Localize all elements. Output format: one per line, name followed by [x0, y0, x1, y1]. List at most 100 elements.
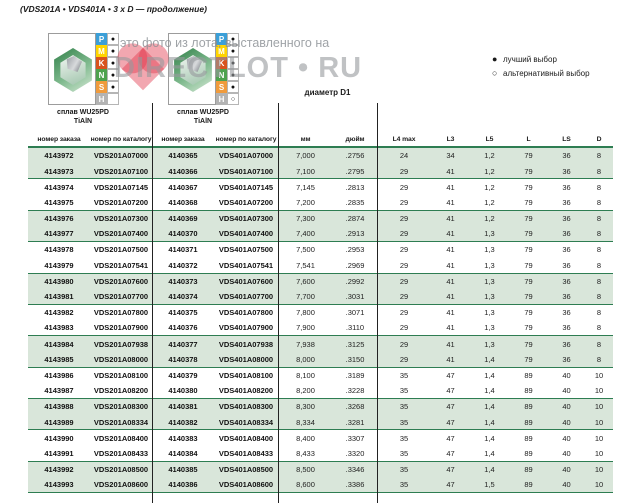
catalog-table: номер заказа номер по каталогу номер заказ…	[28, 133, 613, 494]
table-row: 4143973 VDS201A07100 4140366 VDS401A07100 7,…	[28, 163, 613, 180]
table-row: 4143977 VDS201A07400 4140370 VDS401A07400 7,…	[28, 226, 613, 243]
table-cell: 8	[596, 276, 602, 286]
table-cell: 1,2	[484, 166, 495, 176]
diameter-label: диаметр D1	[304, 88, 351, 97]
table-cell: .3307	[345, 433, 365, 443]
table-cell: 4140366	[168, 166, 198, 176]
table-cell: 4140367	[168, 182, 198, 192]
table-cell: 8	[596, 197, 602, 207]
table-cell: VDS401A08300	[218, 402, 274, 412]
table-cell: 8	[596, 308, 602, 318]
product-photo	[48, 33, 96, 105]
table-cell: .2813	[345, 182, 365, 192]
table-cell: 47	[446, 433, 455, 443]
grade-mark-icon: ●	[107, 81, 119, 93]
table-cell: 29	[399, 354, 409, 364]
table-cell: 89	[524, 465, 533, 475]
table-cell: 4140376	[168, 323, 198, 333]
table-header-cell: L5	[485, 136, 494, 143]
grade-mark-icon: ●	[227, 69, 239, 81]
table-cell: 10	[594, 370, 604, 380]
table-cell: VDS401A07541	[218, 260, 274, 270]
table-cell: 8	[596, 260, 602, 270]
table-cell: VDS401A08433	[218, 448, 274, 458]
table-cell: 41	[446, 260, 455, 270]
table-row: 4143987 VDS201A08200 4140380 VDS401A08200 8,…	[28, 383, 613, 399]
table-cell: 40	[562, 448, 571, 458]
table-cell: 29	[399, 323, 409, 333]
table-cell: 4143978	[44, 245, 74, 255]
table-row: 4143982 VDS201A07800 4140375 VDS401A07800 7,…	[28, 305, 613, 321]
grade-mark-icon: ●	[227, 33, 239, 45]
table-cell: 36	[562, 260, 571, 270]
product-photo	[168, 33, 216, 105]
table-cell: 8,433	[296, 448, 315, 458]
table-row: 4143990 VDS201A08400 4140383 VDS401A08400 8,…	[28, 430, 613, 446]
product-caption: сплав WU25PD TiAlN	[163, 108, 243, 126]
table-cell: VDS201A08334	[93, 417, 149, 427]
table-cell: 79	[524, 339, 533, 349]
table-cell: 79	[524, 292, 533, 302]
table-cell: .3125	[345, 339, 365, 349]
table-cell: 40	[562, 402, 571, 412]
table-cell: 36	[562, 182, 571, 192]
table-cell: 36	[562, 197, 571, 207]
legend-alternative: ○ альтернативный выбор	[492, 66, 590, 80]
table-cell: 4143973	[44, 166, 74, 176]
table-cell: 7,145	[296, 182, 315, 192]
table-cell: 29	[399, 245, 409, 255]
table-cell: 4143976	[44, 214, 74, 224]
table-cell: 47	[446, 480, 455, 490]
table-cell: 4143993	[44, 480, 74, 490]
table-cell: 4143985	[44, 354, 74, 364]
table-cell: VDS401A07600	[218, 276, 274, 286]
table-cell: 8	[596, 229, 602, 239]
grade-letter-k: K	[216, 57, 227, 69]
table-cell: 1,2	[484, 214, 495, 224]
table-cell: 24	[399, 151, 409, 161]
legend-best-label: лучший выбор	[503, 54, 557, 64]
table-cell: 41	[446, 323, 455, 333]
table-cell: .2992	[345, 276, 365, 286]
table-cell: 8	[596, 292, 602, 302]
table-cell: VDS401A07145	[218, 182, 274, 192]
table-cell: VDS201A07500	[93, 245, 149, 255]
table-cell: 4140383	[168, 433, 198, 443]
table-cell: 4143972	[44, 151, 74, 161]
table-cell: 1,3	[484, 260, 495, 270]
column-separator-line	[152, 103, 153, 503]
table-cell: 1,3	[484, 276, 495, 286]
table-row: 4143989 VDS201A08334 4140382 VDS401A08334 8,…	[28, 414, 613, 431]
grade-mark-icon: ●	[107, 45, 119, 57]
table-cell: 29	[399, 308, 409, 318]
table-cell: 1,2	[484, 182, 495, 192]
table-cell: 4140385	[168, 465, 198, 475]
grade-mark-icon: ●	[227, 57, 239, 69]
grade-mark-icon: ●	[227, 45, 239, 57]
table-header-cell: номер по каталогу	[215, 136, 277, 143]
table-cell: VDS401A07400	[218, 229, 274, 239]
table-cell: .3281	[345, 417, 365, 427]
table-cell: VDS401A07900	[218, 323, 274, 333]
table-cell: .2756	[345, 151, 365, 161]
table-cell: 10	[594, 417, 604, 427]
table-cell: 36	[562, 276, 571, 286]
table-header-cell: L	[526, 136, 531, 143]
table-cell: .3031	[345, 292, 365, 302]
table-cell: VDS401A08334	[218, 417, 274, 427]
table-cell: 4143975	[44, 197, 74, 207]
table-cell: 4140375	[168, 308, 198, 318]
table-cell: 29	[399, 182, 409, 192]
grade-letter-h: H	[216, 93, 227, 105]
table-cell: 8,300	[296, 402, 315, 412]
table-cell: 1,4	[484, 417, 495, 427]
table-cell: 1,4	[484, 386, 495, 396]
table-cell: .3346	[345, 465, 365, 475]
table-cell: 35	[399, 370, 409, 380]
table-cell: VDS201A07541	[93, 260, 149, 270]
table-cell: 4143989	[44, 417, 74, 427]
legend-best: ● лучший выбор	[492, 52, 590, 66]
table-cell: 40	[562, 386, 571, 396]
table-cell: 4143979	[44, 260, 74, 270]
table-cell: VDS401A07938	[218, 339, 274, 349]
